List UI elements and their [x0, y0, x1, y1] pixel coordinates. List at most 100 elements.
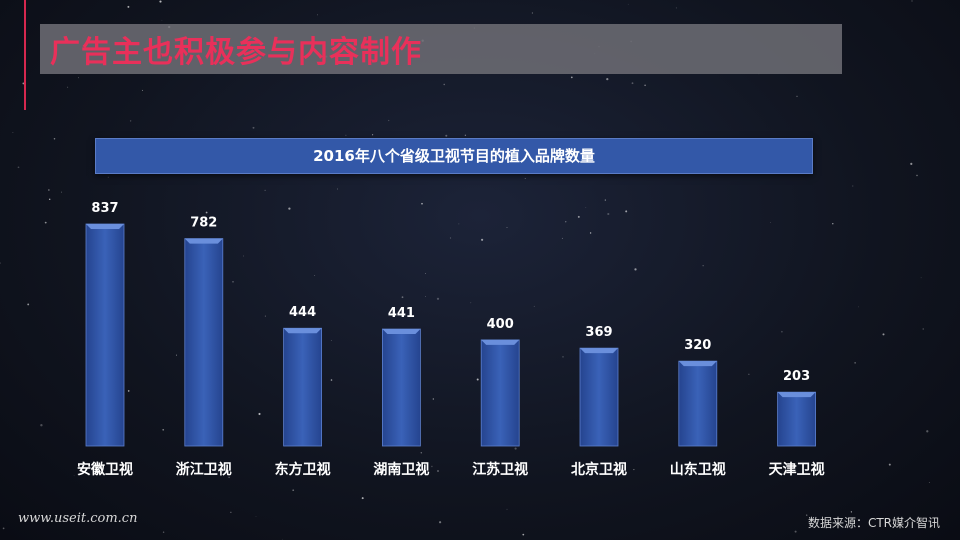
- star: [314, 275, 316, 276]
- star: [606, 77, 609, 81]
- star: [702, 265, 704, 267]
- star: [687, 344, 689, 346]
- category-label: 江苏卫视: [472, 461, 528, 478]
- bar-bevel: [184, 238, 223, 244]
- star: [425, 273, 426, 274]
- star: [631, 82, 634, 85]
- star: [162, 428, 165, 431]
- star: [607, 212, 610, 216]
- star: [916, 174, 918, 177]
- star: [926, 430, 929, 433]
- star: [77, 77, 79, 79]
- star: [506, 227, 508, 229]
- star: [910, 162, 913, 165]
- star: [107, 176, 109, 178]
- bar-bevel: [86, 224, 124, 229]
- star: [437, 470, 439, 472]
- star: [337, 188, 338, 190]
- star: [832, 223, 834, 225]
- star: [633, 469, 635, 471]
- bar: [283, 327, 323, 447]
- star: [806, 514, 808, 516]
- category-label: 东方卫视: [275, 461, 331, 478]
- bar-bevel: [580, 348, 618, 354]
- star: [162, 531, 165, 533]
- star: [330, 379, 333, 381]
- star: [858, 306, 859, 308]
- star: [48, 189, 50, 191]
- star: [161, 19, 163, 21]
- star: [514, 447, 517, 450]
- star: [436, 297, 440, 300]
- star: [882, 333, 885, 336]
- star: [292, 489, 295, 492]
- star: [627, 3, 629, 5]
- star: [850, 511, 853, 513]
- star: [445, 134, 448, 137]
- bar-value-label: 203: [783, 369, 810, 384]
- star: [770, 222, 771, 223]
- star: [44, 221, 47, 224]
- star: [141, 89, 144, 91]
- star: [401, 296, 404, 299]
- star: [127, 5, 130, 8]
- star: [585, 207, 587, 208]
- star: [230, 511, 232, 513]
- bar-value-label: 400: [487, 317, 514, 332]
- star: [748, 373, 750, 375]
- bar-value-label: 369: [585, 325, 612, 340]
- bar: [579, 347, 619, 447]
- star: [464, 134, 467, 136]
- bar-value-label: 444: [289, 305, 316, 320]
- star: [625, 210, 628, 213]
- category-label: 浙江卫视: [176, 461, 232, 478]
- star: [421, 202, 423, 205]
- title-accent-line: [24, 0, 26, 110]
- star: [432, 398, 434, 400]
- star: [431, 465, 433, 468]
- star: [458, 223, 460, 225]
- star: [439, 521, 442, 524]
- star: [361, 497, 364, 500]
- star: [589, 232, 592, 234]
- category-label: 天津卫视: [769, 461, 825, 478]
- star: [288, 207, 291, 210]
- star: [252, 126, 255, 129]
- bar: [480, 339, 520, 447]
- star: [27, 303, 30, 306]
- star: [922, 328, 924, 330]
- star: [127, 390, 130, 392]
- bar-bevel: [382, 329, 421, 335]
- star: [443, 83, 445, 86]
- bar: [381, 328, 421, 447]
- star: [345, 134, 347, 136]
- star: [675, 7, 677, 9]
- star: [255, 516, 257, 517]
- star: [388, 119, 390, 122]
- title-banner: [40, 24, 842, 74]
- star: [781, 330, 783, 333]
- bar-bevel: [777, 392, 816, 398]
- star: [888, 463, 891, 466]
- bar-bevel: [283, 328, 322, 334]
- star: [522, 533, 525, 536]
- star: [644, 84, 646, 87]
- bar-value-label: 441: [388, 306, 415, 321]
- bar-value-label: 320: [684, 338, 711, 353]
- star: [928, 481, 930, 484]
- star: [562, 356, 564, 358]
- star: [577, 215, 580, 218]
- star: [524, 177, 526, 179]
- star: [264, 189, 266, 191]
- star: [565, 221, 567, 223]
- star: [561, 237, 563, 239]
- star: [531, 12, 533, 14]
- data-source: 数据来源：CTR媒介智讯: [807, 516, 940, 530]
- star: [796, 95, 798, 97]
- star: [258, 412, 261, 416]
- chart-title: 2016年八个省级卫视节目的植入品牌数量: [313, 147, 595, 165]
- star: [420, 452, 423, 454]
- chart-title-banner: 2016年八个省级卫视节目的植入品牌数量: [95, 138, 813, 174]
- star: [264, 315, 266, 317]
